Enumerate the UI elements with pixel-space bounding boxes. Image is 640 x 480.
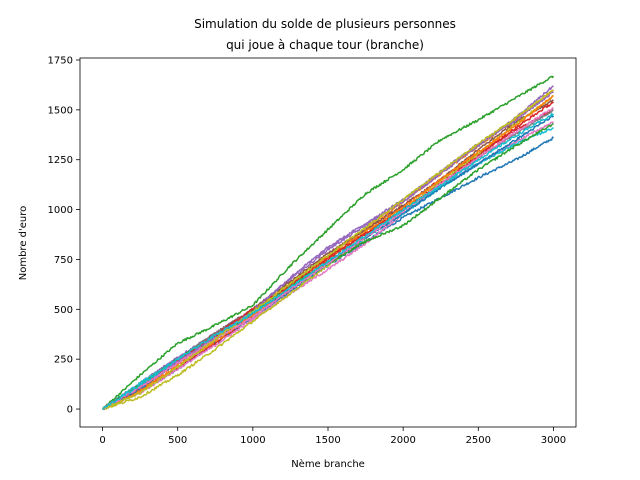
y-tick-label-6: 1500 [48,105,73,116]
series-line-17 [101,89,554,410]
x-tick-label-4: 2000 [390,435,415,446]
chart-title-line-1: Simulation du solde de plusieurs personn… [194,17,456,31]
y-tick-label-0: 0 [67,405,73,416]
chart-title-line-2: qui joue à chaque tour (branche) [226,38,424,52]
y-tick-label-5: 1250 [48,155,73,166]
series-group [101,75,555,411]
y-axis-title: Nombre d'euro [18,206,29,281]
y-tick-label-2: 500 [54,305,73,316]
series-line-16 [102,107,554,411]
plot-frame [79,57,577,428]
x-axis-ticks: 0 500 1000 1500 2000 2500 3000 [99,427,566,446]
y-tick-label-3: 750 [54,255,73,266]
y-tick-label-7: 1750 [48,55,73,66]
series-line-3 [101,75,555,410]
x-tick-label-5: 2500 [466,435,491,446]
y-axis-ticks: 0 250 500 750 1000 1250 1500 1750 [48,55,80,416]
y-tick-label-4: 1000 [48,205,73,216]
y-tick-label-1: 250 [54,355,73,366]
x-tick-label-1: 500 [168,435,187,446]
x-tick-label-2: 1000 [240,435,265,446]
x-tick-label-6: 3000 [541,435,566,446]
series-line-18 [102,113,555,410]
x-tick-label-0: 0 [99,435,105,446]
x-tick-label-3: 1500 [315,435,340,446]
x-axis-title: Nème branche [291,458,365,470]
